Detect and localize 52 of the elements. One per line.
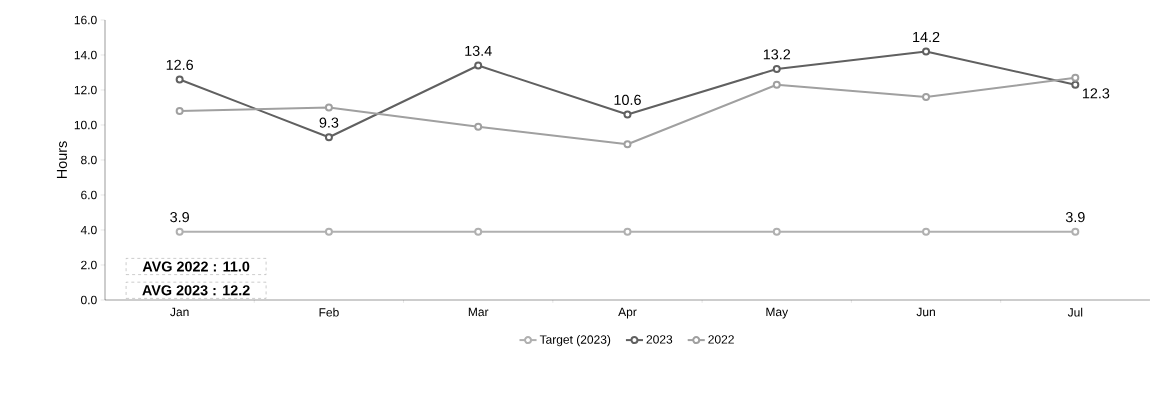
y-tick-label: 8.0 — [81, 155, 97, 165]
y-tick-label: 16.0 — [74, 15, 97, 25]
x-tick-label: Jun — [916, 307, 935, 317]
point — [1071, 80, 1080, 89]
data-label: 10.6 — [614, 94, 641, 105]
x-tick-label: Mar — [468, 307, 489, 317]
data-label: 13.4 — [465, 45, 492, 56]
x-tick-label: Jul — [1067, 307, 1083, 317]
y-tick-label: 14.0 — [74, 50, 97, 60]
point — [324, 103, 333, 112]
point — [1071, 73, 1080, 82]
data-label: 12.3 — [1082, 88, 1110, 99]
point — [1071, 227, 1080, 236]
data-label: 3.9 — [1065, 212, 1085, 223]
point — [772, 65, 781, 73]
point — [922, 47, 931, 56]
legend-label: 2022 — [708, 335, 734, 344]
data-label: 3.9 — [170, 212, 189, 223]
point — [324, 227, 333, 236]
y-axis-title: Hours — [56, 141, 67, 179]
data-label: 14.2 — [913, 31, 940, 42]
point — [474, 122, 483, 131]
y-tick-label: 6.0 — [81, 190, 97, 200]
y-tick-label: 2.0 — [81, 260, 97, 270]
annotation: AVG 2023 : 12.2 — [142, 285, 250, 296]
data-label: 9.3 — [319, 117, 339, 128]
point — [772, 227, 781, 236]
y-tick-label: 0.0 — [80, 295, 97, 305]
point — [474, 227, 483, 236]
point — [772, 80, 781, 89]
x-tick-label: May — [766, 307, 789, 319]
legend-label: Target (2023) — [539, 335, 611, 347]
point — [175, 75, 184, 84]
point — [922, 93, 931, 101]
y-tick-label: 12.0 — [74, 85, 97, 95]
point — [474, 61, 483, 70]
point — [175, 227, 184, 236]
point — [175, 107, 184, 115]
x-tick-label: Feb — [319, 307, 339, 317]
y-tick-label: 4.0 — [80, 225, 97, 235]
data-label: 13.2 — [763, 49, 791, 60]
point — [324, 133, 333, 142]
x-tick-label: Jan — [170, 307, 189, 317]
point — [623, 140, 632, 149]
point — [623, 110, 632, 119]
x-tick-label: Apr — [618, 307, 637, 319]
y-tick-label: 10.0 — [74, 120, 97, 130]
legend-label: 2023 — [646, 335, 673, 344]
data-label: 12.6 — [166, 59, 194, 70]
annotation: AVG 2022 : 11.0 — [142, 261, 250, 272]
point — [623, 227, 632, 236]
point — [922, 227, 931, 236]
